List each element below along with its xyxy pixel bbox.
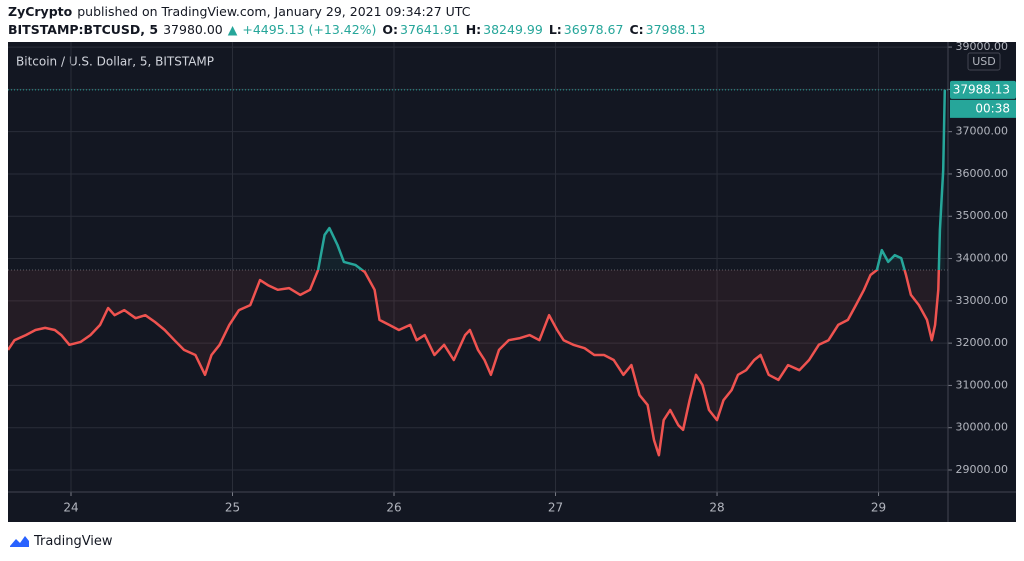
x-tick-label: 28 bbox=[709, 501, 724, 515]
y-tick-label: 35000.00 bbox=[956, 209, 1009, 222]
publish-line: ZyCrypto published on TradingView.com, Ja… bbox=[8, 3, 705, 21]
ohlc-label: L: bbox=[548, 22, 562, 37]
last-price-label: 37988.13 bbox=[953, 82, 1010, 96]
ohlc-value: 36978.67 bbox=[563, 22, 624, 37]
y-tick-label: 36000.00 bbox=[956, 167, 1009, 180]
y-tick-label: 29000.00 bbox=[956, 463, 1009, 476]
currency-box bbox=[967, 52, 1001, 71]
ohlc-label: H: bbox=[465, 22, 482, 37]
quote-line: BITSTAMP:BTCUSD, 5 37980.00 ▲ +4495.13 (+13… bbox=[8, 21, 705, 39]
y-tick-label: 39000.00 bbox=[956, 40, 1009, 53]
arrow: ▲ bbox=[227, 22, 238, 37]
y-tick-label: 33000.00 bbox=[956, 294, 1009, 307]
y-tick-label: 31000.00 bbox=[956, 378, 1009, 391]
ohlc-value: 37988.13 bbox=[645, 22, 706, 37]
line-below bbox=[8, 269, 941, 457]
countdown-badge bbox=[950, 99, 1016, 118]
symbol: BITSTAMP:BTCUSD, 5 bbox=[8, 22, 159, 37]
published: published on TradingView.com, January 29… bbox=[77, 4, 471, 19]
footer: TradingView bbox=[8, 533, 113, 549]
brand-logo bbox=[10, 536, 29, 547]
countdown: 00:38 bbox=[975, 101, 1010, 115]
y-tick-label: 37000.00 bbox=[956, 125, 1009, 138]
ohlc-value: 37641.91 bbox=[400, 22, 460, 37]
x-tick-label: 27 bbox=[548, 501, 563, 515]
currency: USD bbox=[972, 55, 996, 68]
x-tick-label: 24 bbox=[63, 501, 78, 515]
x-tick-label: 25 bbox=[225, 501, 240, 515]
area-below bbox=[8, 269, 945, 456]
brand: TradingView bbox=[34, 533, 113, 549]
price: 37980.00 bbox=[163, 22, 223, 37]
y-tick-label: 30000.00 bbox=[956, 421, 1009, 434]
y-tick-label: 34000.00 bbox=[956, 252, 1009, 265]
chart-title: Bitcoin / U.S. Dollar, 5, BITSTAMP bbox=[16, 55, 214, 69]
x-tick-label: 26 bbox=[386, 501, 401, 515]
ohlc-label: O: bbox=[382, 22, 399, 37]
price-badge bbox=[950, 80, 1016, 99]
chart-background bbox=[8, 42, 1016, 522]
author: ZyCrypto bbox=[8, 4, 73, 19]
y-tick-label: 32000.00 bbox=[956, 336, 1009, 349]
x-tick-label: 29 bbox=[871, 501, 886, 515]
header: ZyCrypto published on TradingView.com, Ja… bbox=[8, 3, 705, 39]
ohlc-label: C: bbox=[629, 22, 644, 37]
change: +4495.13 (+13.42%) bbox=[242, 22, 377, 37]
ohlc-value: 38249.99 bbox=[483, 22, 543, 37]
